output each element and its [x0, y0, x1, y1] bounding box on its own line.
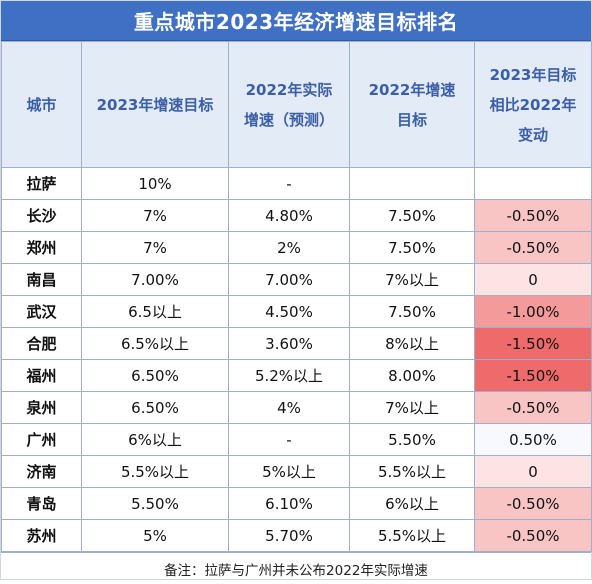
- cell-city: 郑州: [1, 231, 82, 264]
- cell-target-2022: 7%以上: [349, 263, 475, 296]
- cell-change: 0: [474, 455, 592, 488]
- cell-city: 广州: [1, 423, 82, 456]
- cell-actual-2022: 2%: [228, 231, 350, 264]
- table-row: 拉萨 10% -: [1, 167, 592, 200]
- cell-target-2023: 6.50%: [81, 391, 229, 424]
- cell-target-2022: 5.5%以上: [349, 519, 475, 552]
- cell-change: -0.50%: [474, 519, 592, 552]
- cell-target-2023: 6.5%以上: [81, 327, 229, 360]
- cell-target-2022: 8.00%: [349, 359, 475, 392]
- cell-target-2022: 7.50%: [349, 199, 475, 232]
- cell-city: 合肥: [1, 327, 82, 360]
- cell-target-2023: 7%: [81, 231, 229, 264]
- table-row: 郑州 7% 2% 7.50% -0.50%: [1, 231, 592, 264]
- cell-target-2023: 5.5%以上: [81, 455, 229, 488]
- table-header-row: 城市 2023年增速目标 2022年实际 增速（预测） 2022年增速 目标 2…: [1, 41, 592, 168]
- footnote: 备注：拉萨与广州并未公布2022年实际增速: [1, 552, 591, 584]
- table-row: 福州 6.50% 5.2%以上 8.00% -1.50%: [1, 359, 592, 392]
- cell-city: 武汉: [1, 295, 82, 328]
- cell-actual-2022: 4.50%: [228, 295, 350, 328]
- cell-target-2022: 6%以上: [349, 487, 475, 520]
- cell-city: 拉萨: [1, 167, 82, 200]
- cell-city: 南昌: [1, 263, 82, 296]
- header-actual-2022: 2022年实际 增速（预测）: [228, 41, 350, 168]
- cell-actual-2022: 5%以上: [228, 455, 350, 488]
- cell-target-2022: [349, 167, 475, 200]
- table-row: 合肥 6.5%以上 3.60% 8%以上 -1.50%: [1, 327, 592, 360]
- cell-change: -1.50%: [474, 327, 592, 360]
- cell-target-2022: 7%以上: [349, 391, 475, 424]
- table-row: 苏州 5% 5.70% 5.5%以上 -0.50%: [1, 519, 592, 552]
- header-target-2022: 2022年增速 目标: [349, 41, 475, 168]
- cell-change: -0.50%: [474, 199, 592, 232]
- cell-target-2023: 5.50%: [81, 487, 229, 520]
- cell-change: -0.50%: [474, 231, 592, 264]
- cell-target-2022: 8%以上: [349, 327, 475, 360]
- cell-target-2022: 7.50%: [349, 295, 475, 328]
- table-row: 泉州 6.50% 4% 7%以上 -0.50%: [1, 391, 592, 424]
- cell-actual-2022: 4%: [228, 391, 350, 424]
- cell-actual-2022: 6.10%: [228, 487, 350, 520]
- cell-actual-2022: -: [228, 423, 350, 456]
- cell-change: -1.00%: [474, 295, 592, 328]
- table-body: 拉萨 10% - 长沙 7% 4.80% 7.50% -0.50% 郑州 7% 2% 7.50% -0.…: [1, 167, 592, 552]
- table-row: 广州 6%以上 -5.50% 0.50%: [1, 423, 592, 456]
- cell-change: -1.50%: [474, 359, 592, 392]
- page-title: 重点城市2023年经济增速目标排名: [1, 1, 591, 41]
- table-row: 济南 5.5%以上 5%以上 5.5%以上 0: [1, 455, 592, 488]
- cell-change: 0.50%: [474, 423, 592, 456]
- table-row: 南昌 7.00% 7.00% 7%以上 0: [1, 263, 592, 296]
- cell-city: 福州: [1, 359, 82, 392]
- header-target-2023: 2023年增速目标: [81, 41, 229, 168]
- cell-city: 泉州: [1, 391, 82, 424]
- cell-target-2023: 7%: [81, 199, 229, 232]
- cell-target-2023: 5%: [81, 519, 229, 552]
- cell-city: 济南: [1, 455, 82, 488]
- cell-actual-2022: 7.00%: [228, 263, 350, 296]
- cell-target-2023: 6.5以上: [81, 295, 229, 328]
- cell-target-2023: 6.50%: [81, 359, 229, 392]
- header-change: 2023年目标 相比2022年 变动: [474, 41, 592, 168]
- cell-actual-2022: 4.80%: [228, 199, 350, 232]
- cell-target-2023: 10%: [81, 167, 229, 200]
- cell-change: -0.50%: [474, 391, 592, 424]
- cell-target-2022: 5.5%以上: [349, 455, 475, 488]
- header-city: 城市: [1, 41, 82, 168]
- cell-city: 苏州: [1, 519, 82, 552]
- cell-actual-2022: 5.2%以上: [228, 359, 350, 392]
- cell-target-2023: 7.00%: [81, 263, 229, 296]
- cell-actual-2022: -: [228, 167, 350, 200]
- cell-actual-2022: 3.60%: [228, 327, 350, 360]
- table-row: 武汉 6.5以上 4.50% 7.50% -1.00%: [1, 295, 592, 328]
- cell-target-2022: 7.50%: [349, 231, 475, 264]
- table-row: 青岛 5.50% 6.10% 6%以上 -0.50%: [1, 487, 592, 520]
- cell-target-2022: 5.50%: [349, 423, 475, 456]
- cell-change: 0: [474, 263, 592, 296]
- ranking-table: 城市 2023年增速目标 2022年实际 增速（预测） 2022年增速 目标 2…: [1, 41, 592, 552]
- cell-change: -0.50%: [474, 487, 592, 520]
- cell-change: [474, 167, 592, 200]
- cell-city: 青岛: [1, 487, 82, 520]
- cell-actual-2022: 5.70%: [228, 519, 350, 552]
- cell-city: 长沙: [1, 199, 82, 232]
- table-row: 长沙 7% 4.80% 7.50% -0.50%: [1, 199, 592, 232]
- cell-target-2023: 6%以上: [81, 423, 229, 456]
